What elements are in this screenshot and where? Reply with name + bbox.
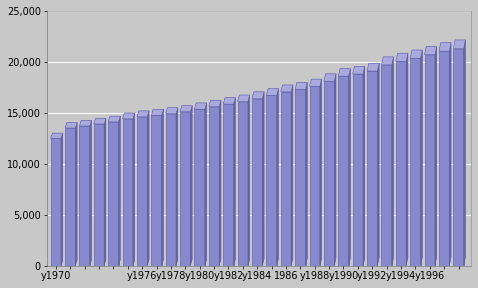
Polygon shape (453, 40, 466, 49)
Bar (195, 109, 205, 266)
Polygon shape (122, 113, 135, 119)
Polygon shape (76, 122, 77, 266)
Polygon shape (65, 122, 77, 128)
Bar (94, 124, 104, 266)
Polygon shape (262, 92, 264, 266)
Bar (266, 95, 277, 266)
Bar (324, 81, 334, 266)
Bar (381, 65, 392, 266)
Polygon shape (104, 118, 106, 266)
Bar (122, 119, 133, 266)
Polygon shape (223, 98, 235, 104)
Polygon shape (392, 57, 393, 266)
Bar (281, 92, 291, 266)
Bar (310, 86, 320, 266)
Polygon shape (421, 50, 422, 266)
Polygon shape (406, 53, 408, 266)
Polygon shape (176, 108, 178, 266)
Polygon shape (248, 95, 250, 266)
Polygon shape (305, 82, 307, 266)
Polygon shape (310, 79, 322, 86)
Polygon shape (61, 133, 63, 266)
Bar (108, 122, 119, 266)
Polygon shape (281, 85, 293, 92)
Polygon shape (205, 103, 206, 266)
Polygon shape (137, 111, 149, 117)
Bar (439, 51, 449, 266)
Polygon shape (334, 74, 336, 266)
Polygon shape (234, 98, 235, 266)
Polygon shape (133, 113, 135, 266)
Bar (137, 117, 147, 266)
Polygon shape (195, 103, 206, 109)
Polygon shape (147, 111, 149, 266)
Bar (65, 128, 76, 266)
Bar (353, 74, 363, 266)
Bar (338, 76, 348, 266)
Polygon shape (338, 69, 350, 76)
Polygon shape (381, 57, 393, 65)
Bar (367, 71, 378, 266)
Polygon shape (51, 133, 63, 138)
Polygon shape (166, 108, 178, 114)
Bar (180, 112, 190, 266)
Polygon shape (291, 85, 293, 266)
Polygon shape (324, 74, 336, 81)
Polygon shape (94, 118, 106, 124)
Bar (238, 102, 248, 266)
Bar (166, 114, 176, 266)
Polygon shape (238, 95, 250, 102)
Polygon shape (353, 67, 365, 74)
Bar (79, 126, 90, 266)
Polygon shape (162, 109, 163, 266)
Bar (223, 104, 234, 266)
Polygon shape (266, 89, 279, 95)
Polygon shape (320, 79, 322, 266)
Polygon shape (410, 50, 422, 58)
Polygon shape (180, 106, 192, 112)
Polygon shape (209, 100, 221, 107)
Polygon shape (277, 89, 279, 266)
Bar (424, 55, 435, 266)
Polygon shape (464, 40, 466, 266)
Polygon shape (295, 82, 307, 89)
Polygon shape (367, 63, 379, 71)
Polygon shape (90, 120, 91, 266)
Polygon shape (152, 109, 163, 115)
Polygon shape (219, 100, 221, 266)
Polygon shape (190, 106, 192, 266)
Bar (252, 98, 262, 266)
Bar (209, 107, 219, 266)
Polygon shape (363, 67, 365, 266)
Bar (152, 115, 162, 266)
Polygon shape (439, 43, 451, 51)
Polygon shape (79, 120, 91, 126)
Polygon shape (252, 92, 264, 98)
Polygon shape (449, 43, 451, 266)
Bar (295, 89, 305, 266)
Bar (51, 138, 61, 266)
Polygon shape (424, 46, 437, 55)
Polygon shape (396, 53, 408, 61)
Polygon shape (378, 63, 379, 266)
Polygon shape (119, 116, 120, 266)
Polygon shape (435, 46, 437, 266)
Bar (453, 49, 464, 266)
Bar (410, 58, 421, 266)
Polygon shape (108, 116, 120, 122)
Bar (396, 61, 406, 266)
Polygon shape (348, 69, 350, 266)
